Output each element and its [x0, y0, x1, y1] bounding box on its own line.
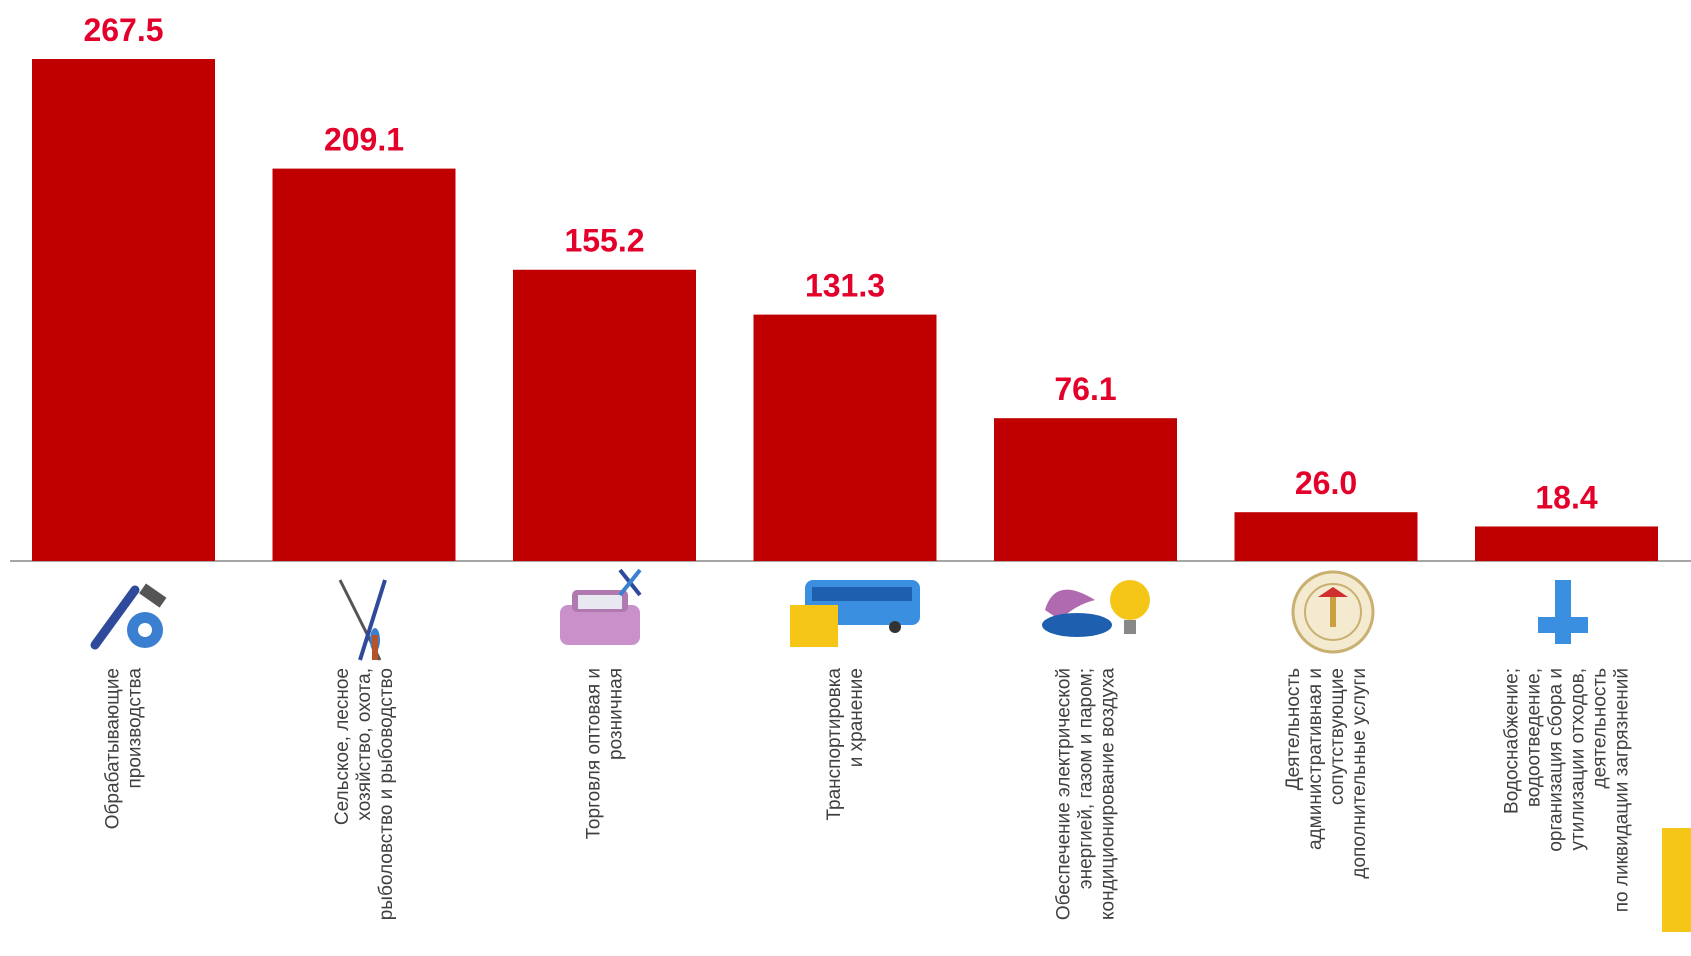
icon-trade [560, 568, 642, 645]
category-label: Сельское, лесноехозяйство, охота,рыболов… [332, 668, 397, 920]
corner-marker [1662, 828, 1691, 932]
category-label: Обрабатывающиепроизводства [103, 668, 146, 830]
value-label: 18.4 [1535, 479, 1597, 515]
category-label: Транспортировкаи хранение [824, 668, 867, 821]
icons [90, 568, 1588, 661]
icon-transport [790, 580, 920, 647]
value-label: 76.1 [1054, 371, 1116, 407]
category-label: Обеспечение электрическойэнергией, газом… [1054, 668, 1119, 921]
category-label: Деятельностьадминистративная исопутствую… [1283, 668, 1370, 879]
icon-administrative [1291, 570, 1375, 654]
icon-manufacturing [90, 583, 167, 650]
value-label: 26.0 [1295, 465, 1357, 501]
bar [994, 418, 1177, 561]
bar [1475, 526, 1658, 561]
icon-water [1538, 580, 1588, 644]
category-label: Торговля оптовая ирозничная [584, 668, 627, 839]
value-label: 209.1 [324, 122, 404, 158]
value-label: 131.3 [805, 268, 885, 304]
bar [513, 269, 696, 561]
category-label: Водоснабжение;водоотведение,организация … [1502, 668, 1633, 912]
bar [1234, 512, 1418, 561]
bar [32, 59, 215, 561]
bar [753, 314, 937, 561]
value-label: 155.2 [564, 223, 644, 259]
icon-agriculture [338, 579, 387, 661]
bar [272, 168, 456, 561]
value-label: 267.5 [83, 12, 163, 48]
icon-energy [1042, 580, 1150, 637]
